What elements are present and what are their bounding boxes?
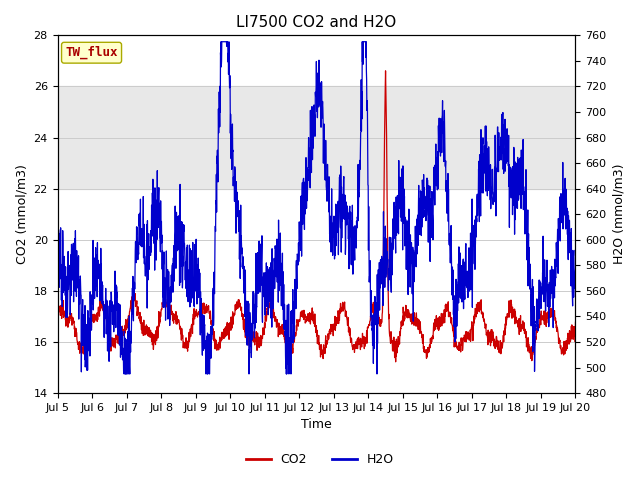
Y-axis label: CO2 (mmol/m3): CO2 (mmol/m3) [15,164,28,264]
Legend: CO2, H2O: CO2, H2O [241,448,399,471]
X-axis label: Time: Time [301,419,332,432]
Bar [58,86,575,189]
Y-axis label: H2O (mmol/m3): H2O (mmol/m3) [612,164,625,264]
Text: TW_flux: TW_flux [65,46,118,60]
Title: LI7500 CO2 and H2O: LI7500 CO2 and H2O [236,15,397,30]
